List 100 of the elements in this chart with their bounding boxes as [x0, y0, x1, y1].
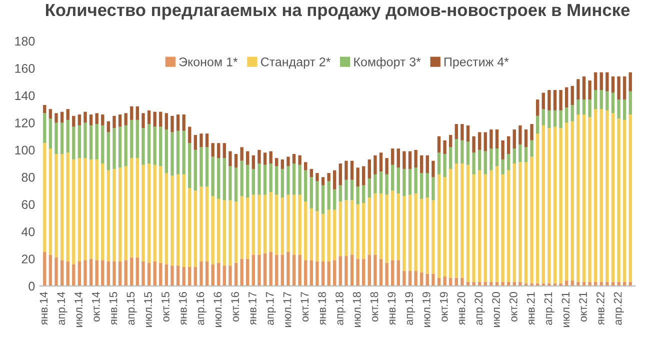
- bar: [228, 151, 232, 166]
- bar: [432, 200, 435, 274]
- bar: [234, 168, 238, 202]
- bar: [350, 160, 354, 180]
- bar: [576, 114, 580, 282]
- bar: [188, 266, 192, 286]
- bar: [136, 257, 140, 286]
- chart-title: Количество предлагаемых на продажу домов-новостроек в Минске: [46, 4, 630, 20]
- x-tick-label: июл.17: [283, 292, 292, 327]
- bar: [333, 210, 336, 260]
- bar: [344, 160, 348, 180]
- bar: [252, 254, 256, 286]
- bar: [478, 170, 482, 282]
- bar: [234, 154, 238, 168]
- bar: [437, 136, 441, 153]
- bar: [385, 194, 388, 263]
- bar: [124, 260, 128, 286]
- bar: [316, 211, 319, 262]
- bar: [327, 173, 330, 182]
- bar: [118, 126, 122, 168]
- bar: [118, 168, 122, 262]
- x-tick-label: июл.15: [144, 292, 152, 327]
- bar: [112, 262, 116, 286]
- bar: [414, 150, 418, 168]
- bar: [124, 113, 128, 126]
- bar: [118, 114, 122, 127]
- bar: [617, 76, 620, 100]
- bar: [506, 154, 510, 170]
- bar: [396, 168, 400, 194]
- x-tick-label: янв.18: [318, 292, 326, 325]
- bar: [106, 170, 110, 262]
- bar: [385, 262, 388, 286]
- bar: [43, 113, 46, 144]
- bar: [205, 134, 209, 148]
- bar: [72, 159, 76, 264]
- bar: [176, 266, 180, 286]
- bar: [211, 264, 214, 286]
- bar: [426, 198, 429, 274]
- bar: [130, 106, 134, 120]
- bar: [379, 152, 383, 172]
- bar: [280, 254, 284, 286]
- bar: [402, 151, 406, 169]
- bar: [194, 266, 198, 286]
- bar: [292, 154, 296, 164]
- bar: [275, 254, 278, 286]
- bar: [101, 125, 104, 164]
- bar: [200, 134, 203, 148]
- bar: [518, 125, 522, 144]
- bar: [153, 164, 156, 262]
- x-tick-label: апр.21: [544, 292, 554, 325]
- bar: [460, 140, 464, 164]
- bar: [588, 282, 592, 286]
- bar: [182, 174, 186, 267]
- bar: [164, 113, 168, 130]
- bar: [95, 159, 98, 260]
- bar: [84, 112, 87, 123]
- bar: [524, 129, 528, 148]
- bar: [379, 258, 383, 286]
- bar: [136, 120, 140, 158]
- x-tick-label: июл.18: [352, 292, 361, 327]
- bar: [275, 166, 278, 195]
- bar: [374, 155, 377, 174]
- bar: [443, 276, 446, 286]
- bar: [188, 143, 192, 188]
- bar: [611, 76, 615, 93]
- bar: [269, 164, 272, 192]
- y-tick-label: 120: [15, 118, 35, 128]
- bar: [54, 154, 58, 258]
- bar: [484, 132, 487, 152]
- bar: [628, 114, 632, 282]
- bar: [170, 132, 174, 176]
- bar: [205, 147, 209, 187]
- bar: [426, 155, 429, 174]
- bar: [164, 129, 168, 174]
- legend-label: Стандарт 2*: [260, 57, 331, 69]
- bar: [506, 136, 510, 154]
- bar: [344, 180, 348, 200]
- bar: [356, 168, 360, 187]
- bar: [548, 90, 551, 110]
- bar: [512, 148, 516, 164]
- bar: [176, 174, 180, 266]
- bar: [298, 155, 302, 165]
- bar: [606, 72, 609, 92]
- bar: [228, 266, 232, 286]
- bar: [576, 282, 580, 286]
- y-tick-label: 0: [28, 282, 35, 291]
- bar: [542, 125, 545, 284]
- bar: [258, 194, 261, 255]
- bar: [258, 254, 261, 286]
- bar: [321, 262, 325, 286]
- bar: [408, 194, 412, 272]
- bar: [321, 177, 325, 186]
- bar: [240, 258, 244, 286]
- bar: [472, 136, 476, 153]
- bar: [559, 110, 562, 128]
- bar: [564, 87, 568, 108]
- bar: [402, 271, 406, 286]
- bar: [84, 122, 87, 158]
- bar: [159, 262, 162, 286]
- bar: [130, 158, 134, 258]
